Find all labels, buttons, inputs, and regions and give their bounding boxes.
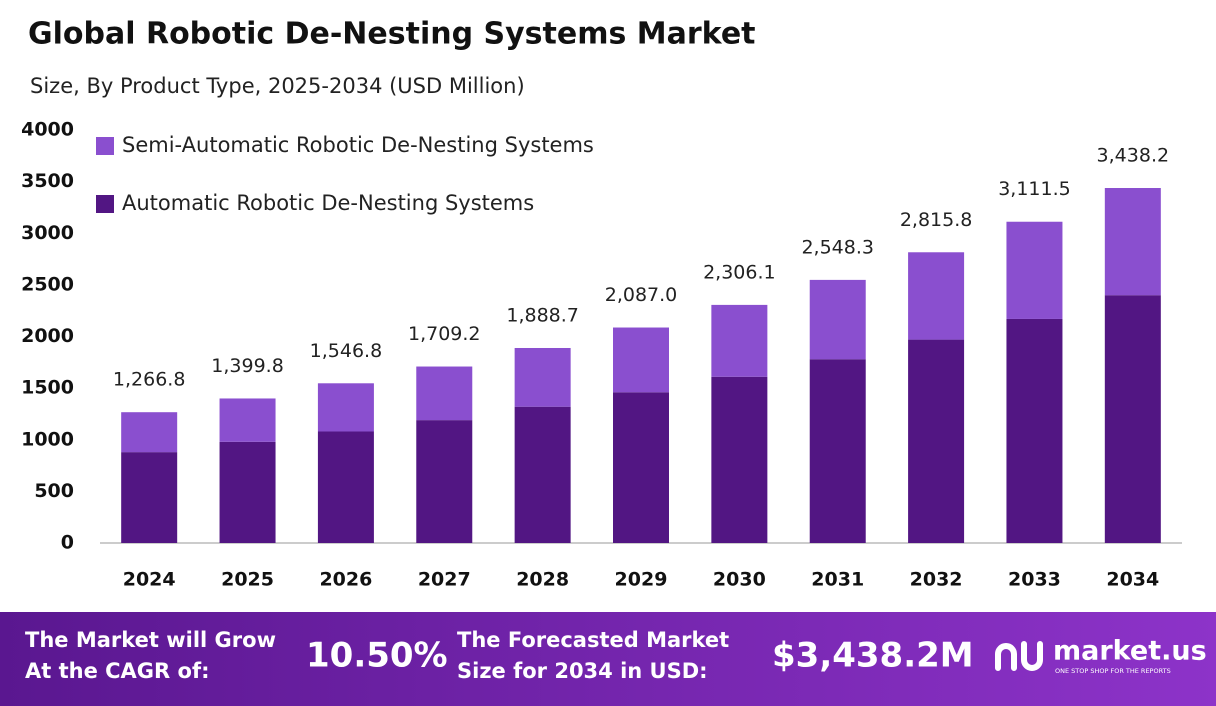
x-tick-label: 2025: [221, 569, 274, 591]
brand-logo: [995, 641, 1043, 671]
footer-text: Size for 2034 in USD:: [457, 659, 708, 683]
bar-segment: [711, 304, 768, 377]
footer-text: The Market will Grow: [25, 628, 276, 652]
total-label: 3,438.2: [1097, 145, 1170, 167]
total-label: 1,266.8: [113, 369, 186, 391]
x-tick-label: 2027: [418, 569, 471, 591]
x-tick-label: 2034: [1106, 569, 1159, 591]
bar-segment: [416, 420, 473, 543]
total-label: 1,709.2: [408, 323, 481, 345]
y-tick-label: 2500: [21, 273, 74, 295]
bar-segment: [121, 412, 178, 453]
total-label: 1,888.7: [506, 304, 579, 326]
footer-text: At the CAGR of:: [25, 659, 210, 683]
bar-segment: [613, 392, 669, 543]
y-tick-label: 500: [34, 480, 74, 502]
x-tick-label: 2029: [615, 569, 668, 591]
bar-segment: [908, 252, 965, 340]
y-tick-label: 1000: [21, 428, 74, 450]
bar-segment: [514, 347, 571, 407]
total-label: 2,548.3: [801, 236, 874, 258]
x-tick-label: 2028: [516, 569, 569, 591]
x-tick-label: 2033: [1008, 569, 1061, 591]
bar-segment: [613, 327, 669, 393]
y-tick-label: 0: [61, 532, 74, 554]
total-label: 1,546.8: [310, 340, 383, 362]
chart-title: Global Robotic De-Nesting Systems Market: [28, 17, 756, 52]
total-label: 2,087.0: [605, 284, 678, 306]
x-tick-label: 2024: [123, 569, 176, 591]
bar-segment: [1104, 295, 1161, 543]
total-label: 3,111.5: [998, 178, 1071, 200]
bar-segment: [317, 431, 374, 543]
bar-segment: [809, 359, 866, 543]
legend-swatch: [96, 137, 114, 155]
y-tick-label: 3000: [21, 222, 74, 244]
bar-segment: [514, 406, 571, 543]
footer-text: The Forecasted Market: [457, 628, 729, 652]
y-tick-label: 4000: [21, 119, 74, 141]
brand-tagline: ONE STOP SHOP FOR THE REPORTS: [1055, 667, 1171, 675]
total-label: 2,306.1: [703, 261, 776, 283]
y-tick-label: 3500: [21, 170, 74, 192]
total-label: 2,815.8: [900, 209, 973, 231]
chart-subtitle: Size, By Product Type, 2025-2034 (USD Mi…: [30, 74, 525, 98]
bar-segment: [219, 398, 276, 442]
bar-segment: [711, 376, 768, 543]
bar-segment: [1006, 221, 1063, 319]
footer-value: $3,438.2M: [772, 636, 974, 676]
y-tick-label: 1500: [21, 377, 74, 399]
bar-segment: [121, 452, 178, 543]
footer-value: 10.50%: [306, 636, 448, 676]
bar-segment: [317, 383, 374, 432]
bar-segment: [219, 441, 276, 543]
x-tick-label: 2032: [910, 569, 963, 591]
x-tick-label: 2031: [811, 569, 864, 591]
brand-name: market.us: [1053, 636, 1207, 667]
logo-icon: [1021, 641, 1043, 671]
legend-swatch: [96, 195, 114, 213]
bar-segment: [908, 339, 965, 543]
bar-segment: [809, 279, 866, 360]
legend-label: Automatic Robotic De-Nesting Systems: [122, 191, 534, 215]
bar-segment: [1104, 188, 1161, 296]
bar-segment: [1006, 318, 1063, 543]
bar-segment: [416, 366, 473, 421]
x-tick-label: 2026: [319, 569, 372, 591]
total-label: 1,399.8: [211, 355, 284, 377]
y-tick-label: 2000: [21, 325, 74, 347]
x-tick-label: 2030: [713, 569, 766, 591]
legend-label: Semi-Automatic Robotic De-Nesting System…: [122, 133, 594, 157]
logo-icon: [995, 643, 1017, 671]
